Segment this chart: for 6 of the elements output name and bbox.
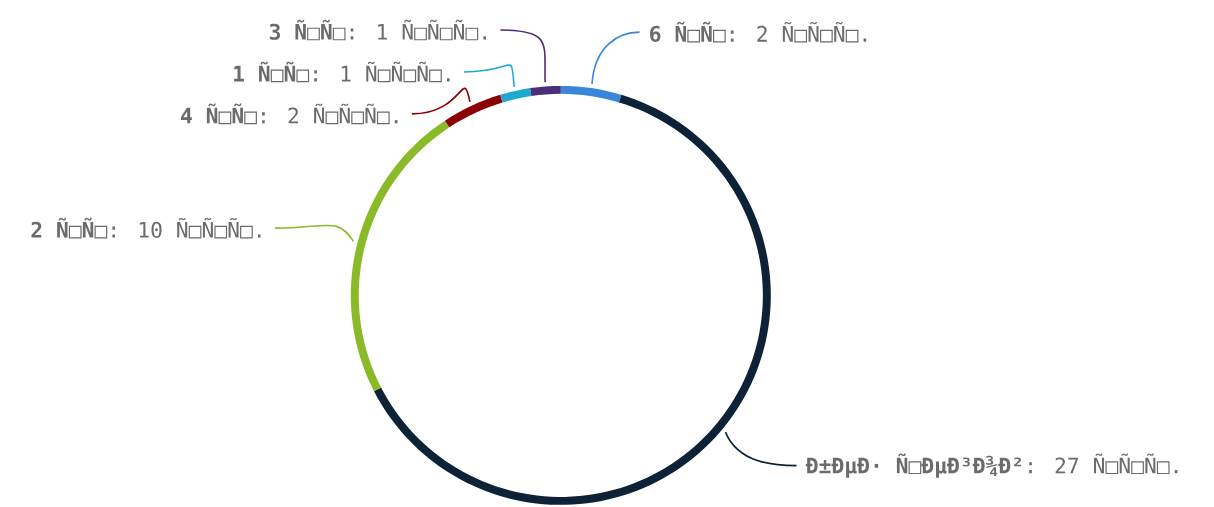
slice-label: Ð±ÐµÐ· Ñ□ÐµÐ³Ð¾Ð²: 27 Ñ□Ñ□Ñ□.: [805, 453, 1178, 478]
slice-label: 1 Ñ□Ñ□: 1 Ñ□Ñ□Ñ□.: [234, 61, 450, 83]
slice-label: 2 Ñ□Ñ□: 10 Ñ□Ñ□Ñ□.: [31, 217, 261, 239]
slice-label: 4 Ñ□Ñ□: 2 Ñ□Ñ□Ñ□.: [181, 103, 398, 125]
slice-label: 6 Ñ□Ñ□: 2 Ñ□Ñ□Ñ□.: [650, 21, 867, 43]
slice-label: 3 Ñ□Ñ□: 1 Ñ□Ñ□Ñ□.: [269, 19, 486, 41]
